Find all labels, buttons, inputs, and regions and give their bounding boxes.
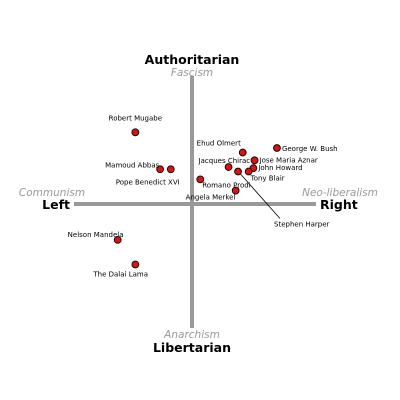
top-pole-sublabel: Fascism [171,67,213,79]
data-point-george-w-bush [273,144,281,152]
axes [74,76,316,328]
data-point-label-mamoud-abbas: Mamoud Abbas [105,161,160,169]
data-point-label-tony-blair: Tony Blair [250,175,285,183]
data-point-label-angela-merkel: Angela Merkel [186,194,236,202]
data-point-ehud-olmert [238,148,247,157]
data-points [113,128,281,269]
data-point-label-nelson-mandela: Nelson Mandela [68,231,124,239]
data-point-robert-mugabe [131,128,140,137]
right-pole-sublabel: Neo-liberalism [302,187,378,199]
data-point-label-jacques-chirac: Jacques Chirac [198,157,251,165]
left-pole-label: Left [42,197,70,212]
top-pole-label: Authoritarian [145,52,240,67]
data-point-label-john-howard: John Howard [257,164,302,172]
data-point-labels: Robert Mugabe Ehud Olmert George W. Bush Ma… [68,114,338,278]
data-point-mamoud-abbas [156,165,165,174]
bottom-pole-label: Libertarian [153,340,231,355]
data-point-jacques-chirac [224,163,233,171]
data-point-tony-blair [244,167,253,176]
data-point-angela-merkel [231,186,240,195]
data-point-label-jose-maria-aznar: Jose Maria Aznar [259,156,318,164]
bottom-pole-sublabel: Anarchism [163,329,220,341]
leader-lines [239,173,281,219]
data-point-the-dalai-lama [131,260,140,269]
data-point-label-stephen-harper: Stephen Harper [274,221,330,229]
data-point-label-pope-benedict-xvi: Pope Benedict XVI [116,178,180,186]
data-point-label-the-dalai-lama: The Dalai Lama [92,270,148,278]
data-point-nelson-mandela [113,235,122,244]
right-pole-label: Right [320,197,358,212]
data-point-label-ehud-olmert: Ehud Olmert [197,139,241,147]
data-point-stephen-harper [234,167,242,176]
data-point-label-romano-prodi: Romano Prodi [202,181,250,189]
left-pole-sublabel: Communism [19,187,85,199]
axis-pole-labels: Authoritarian Fascism Anarchism Libertar… [19,52,378,355]
data-point-label-george-w-bush: George W. Bush [282,145,338,153]
leader-line-stephen-harper [239,173,281,219]
data-point-pope-benedict-xvi [166,165,175,174]
data-point-romano-prodi [196,175,205,184]
data-point-label-robert-mugabe: Robert Mugabe [109,114,162,122]
data-point-jose-maria-aznar [250,156,259,165]
